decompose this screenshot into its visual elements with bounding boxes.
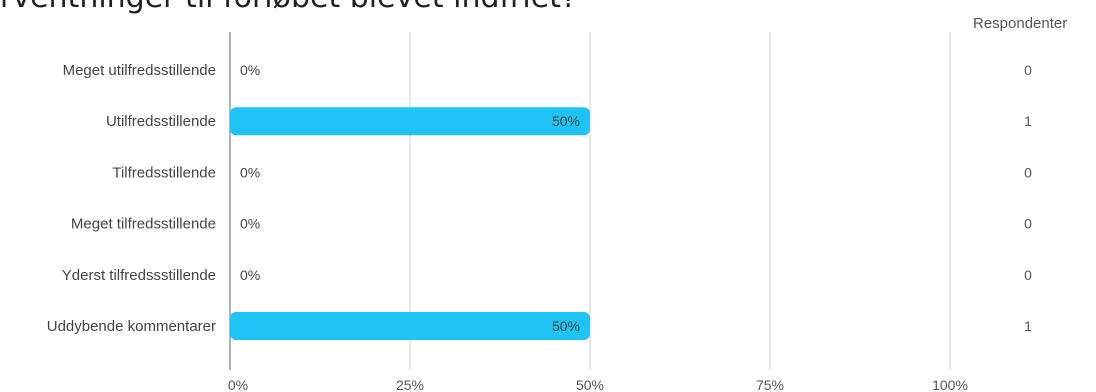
respondent-count: 0 [1024, 216, 1032, 232]
respondent-count: 1 [1024, 113, 1032, 129]
question-title: rventninger til forløbet blevet indfriet… [0, 0, 577, 15]
category-label: Tilfredsstillende [112, 164, 216, 181]
x-tick-label: 50% [576, 377, 604, 392]
respondent-count: 0 [1024, 267, 1032, 283]
category-label: Meget utilfredsstillende [63, 62, 216, 79]
bar [230, 312, 590, 340]
category-label: Yderst tilfredssstillende [62, 267, 216, 284]
bar-value-label: 0% [240, 216, 260, 232]
bar-value-label: 0% [240, 267, 260, 283]
bar [230, 107, 590, 136]
respondents-header: Respondenter [973, 15, 1068, 32]
x-tick-label: 25% [396, 377, 424, 392]
x-tick-label: 75% [756, 377, 784, 392]
bar-value-label: 50% [552, 318, 580, 334]
category-label: Utilfredsstillende [106, 113, 216, 130]
respondent-count: 0 [1024, 62, 1032, 78]
respondent-count: 0 [1024, 164, 1032, 180]
respondent-count: 1 [1024, 318, 1032, 334]
bar-value-label: 0% [240, 62, 260, 78]
x-tick-label: 0% [228, 377, 248, 392]
bar-value-label: 0% [240, 164, 260, 180]
category-label: Meget tilfredsstillende [71, 216, 216, 233]
bar-value-label: 50% [552, 113, 580, 129]
x-tick-label: 100% [932, 377, 968, 392]
category-label: Uddybende kommentarer [47, 318, 216, 335]
